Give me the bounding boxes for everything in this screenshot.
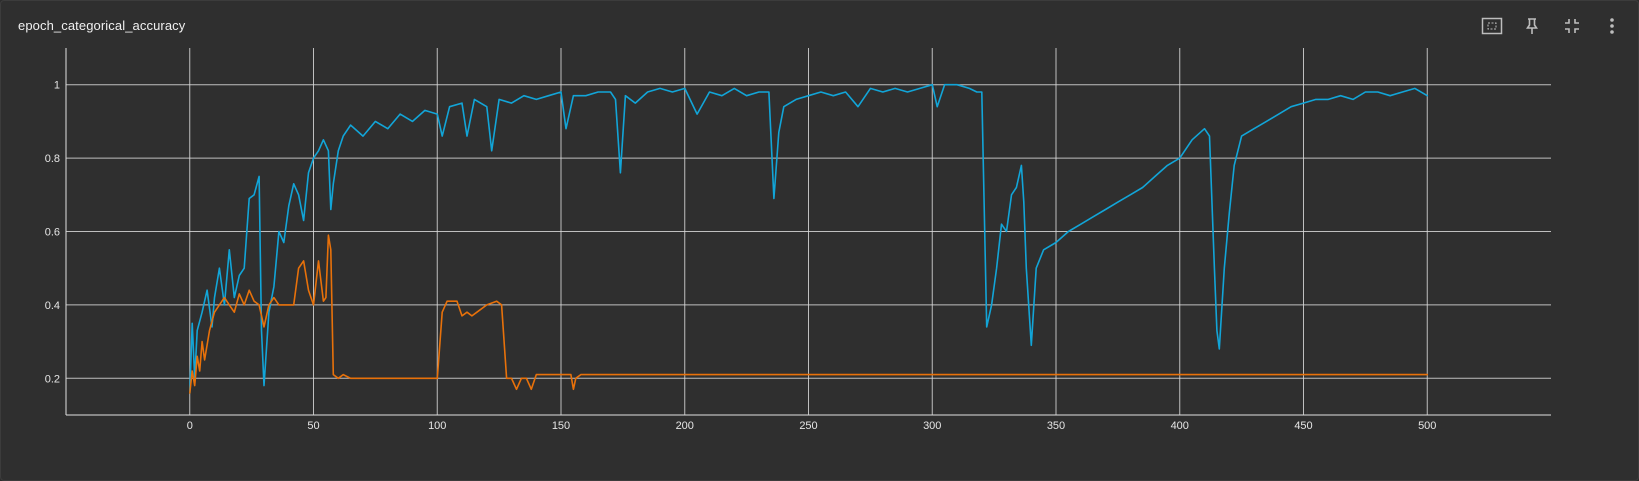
- y-tick-label: 0.4: [45, 300, 60, 312]
- card-title: epoch_categorical_accuracy: [18, 18, 186, 33]
- y-tick-label: 1: [54, 80, 60, 92]
- y-tick-label: 0.8: [45, 153, 60, 165]
- x-tick-label: 150: [552, 420, 570, 432]
- x-tick-label: 350: [1047, 420, 1065, 432]
- more-vert-icon: [1610, 18, 1614, 34]
- pin-icon: [1526, 18, 1538, 34]
- x-tick-label: 200: [676, 420, 694, 432]
- x-tick-label: 400: [1171, 420, 1189, 432]
- fit-to-screen-icon: [1481, 17, 1503, 35]
- fit-domain-button[interactable]: [1472, 13, 1512, 39]
- y-tick-label: 0.6: [45, 227, 60, 239]
- x-tick-label: 300: [923, 420, 941, 432]
- card-toolbar: [1472, 13, 1632, 39]
- more-options-button[interactable]: [1592, 13, 1632, 39]
- pin-button[interactable]: [1512, 13, 1552, 39]
- x-tick-label: 250: [799, 420, 817, 432]
- x-tick-label: 500: [1418, 420, 1436, 432]
- series-line-2[interactable]: [189, 234, 1429, 394]
- series-line-1[interactable]: [189, 83, 1429, 394]
- x-tick-label: 0: [187, 420, 193, 432]
- collapse-icon: [1565, 19, 1579, 33]
- x-tick-label: 50: [307, 420, 319, 432]
- x-tick-label: 450: [1294, 420, 1312, 432]
- collapse-button[interactable]: [1552, 13, 1592, 39]
- x-tick-label: 100: [428, 420, 446, 432]
- y-tick-label: 0.2: [45, 373, 60, 385]
